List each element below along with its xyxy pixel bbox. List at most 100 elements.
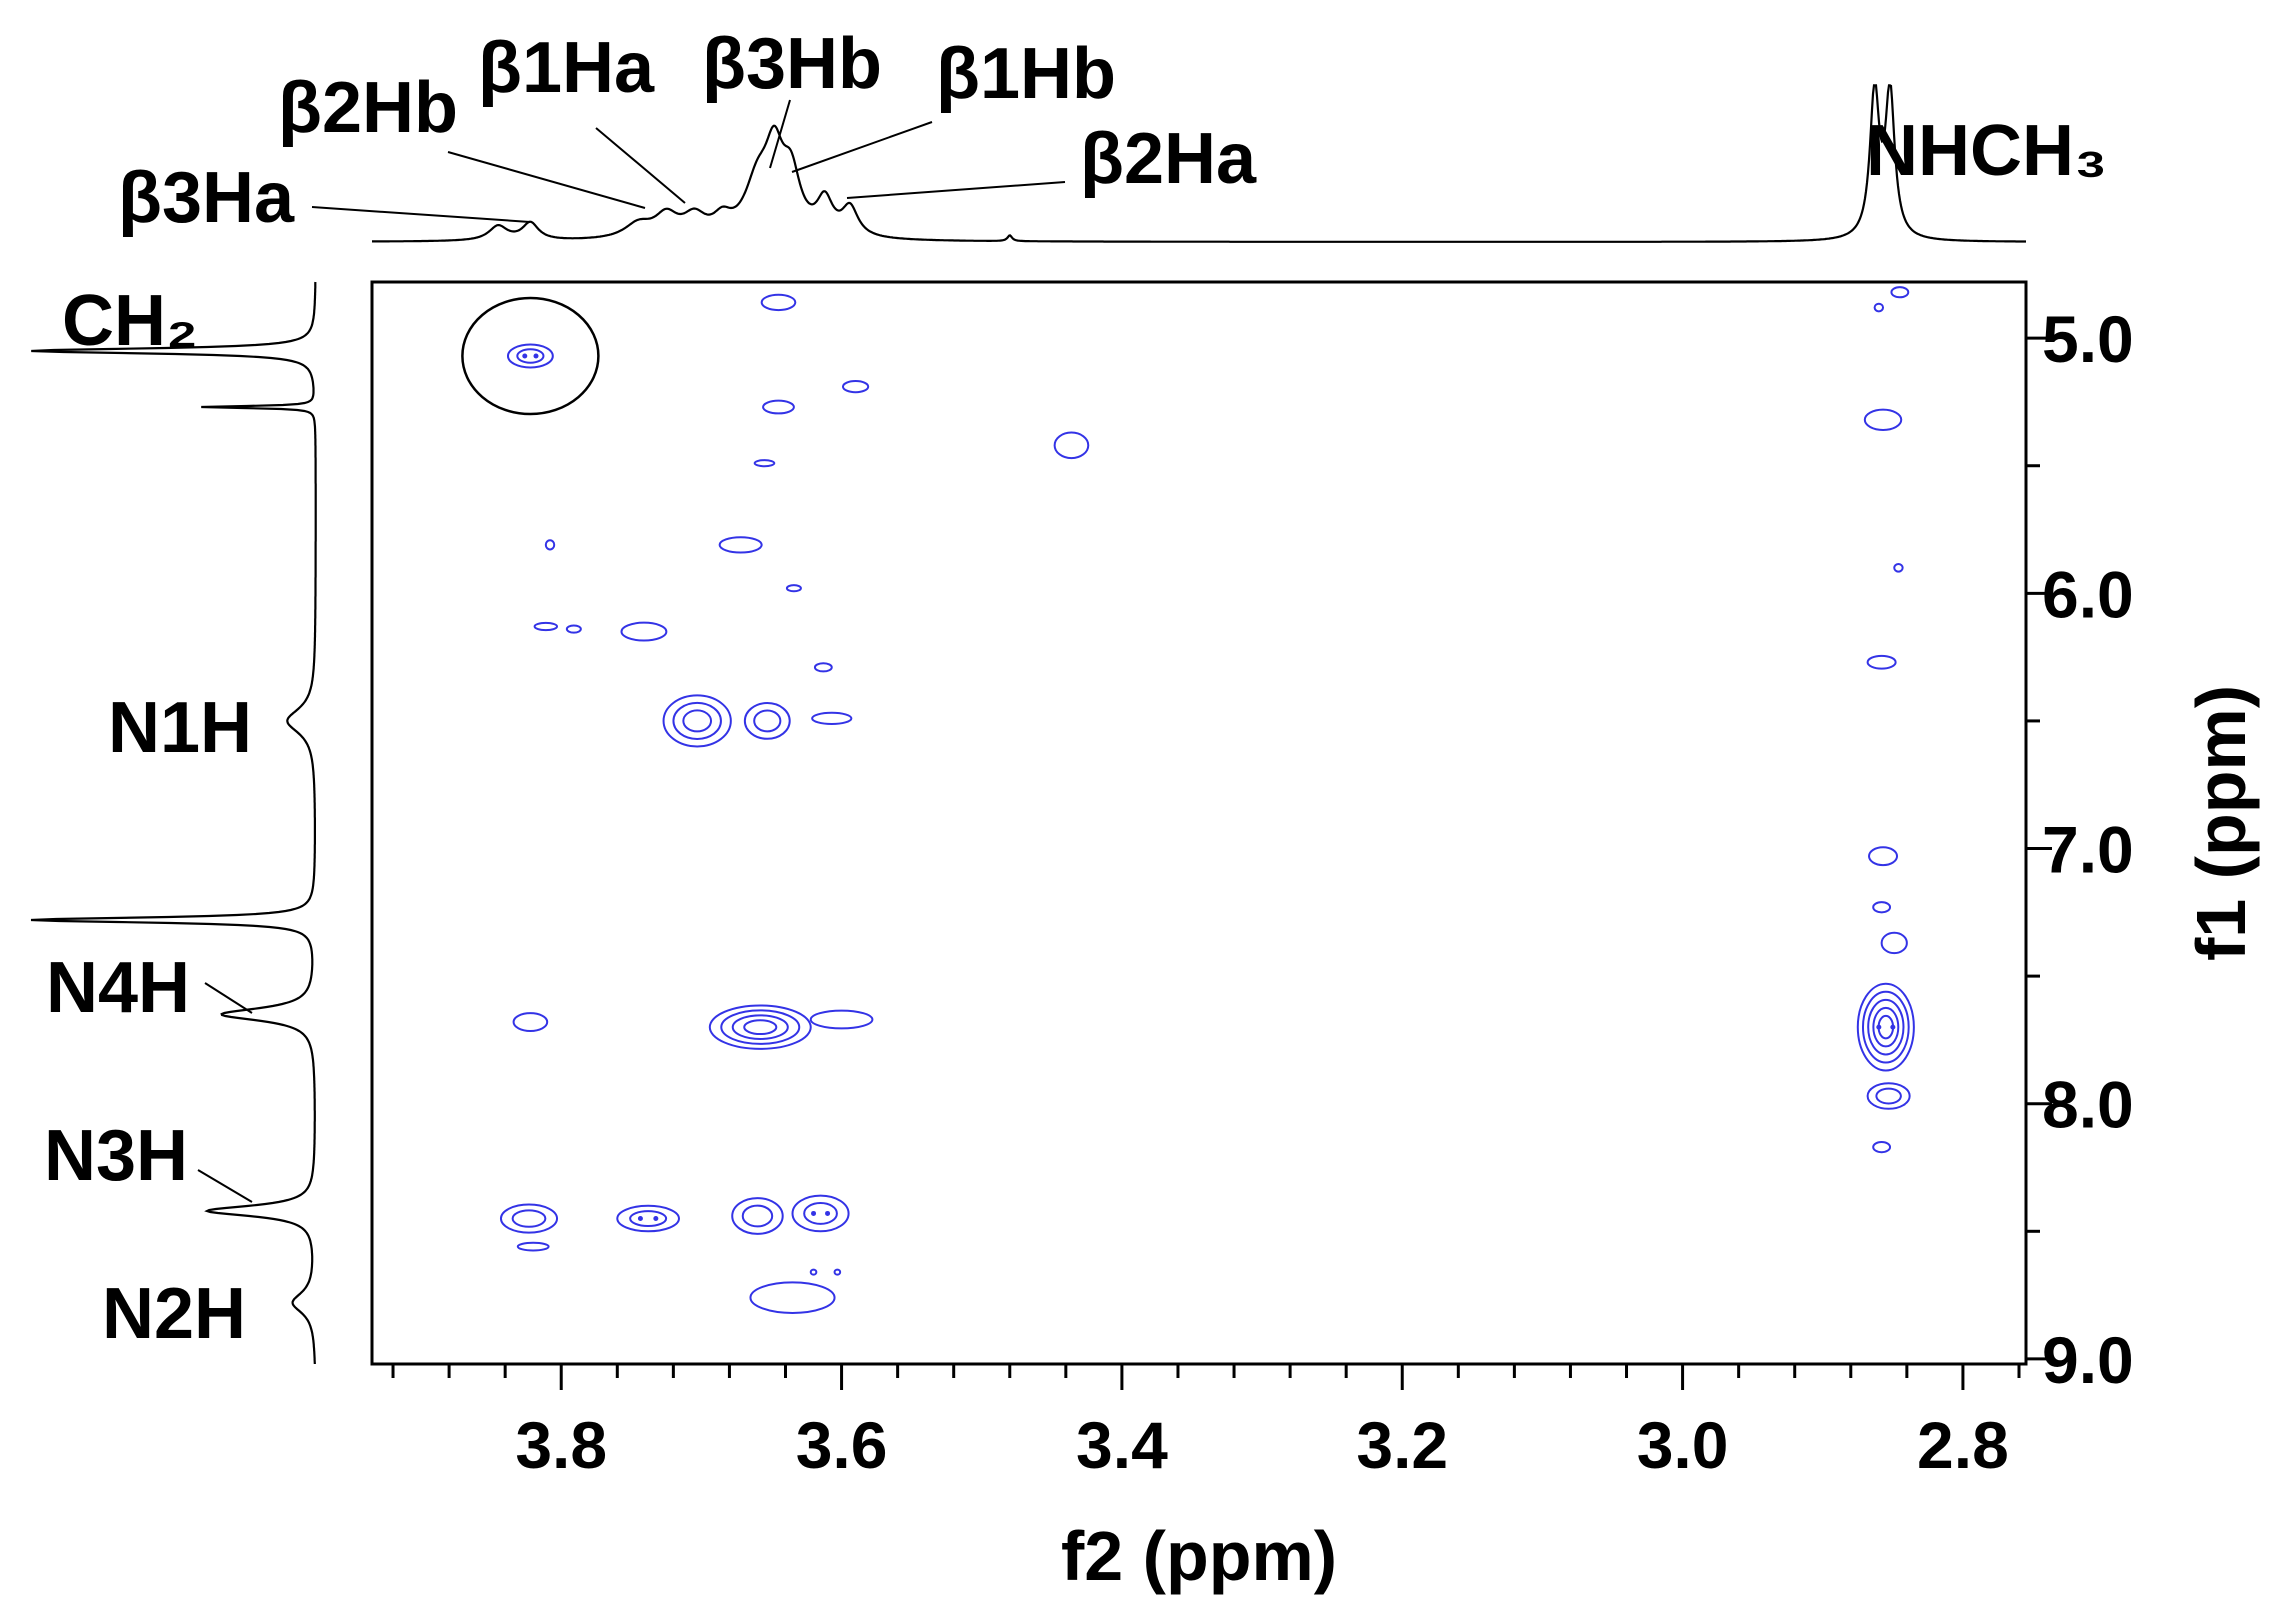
top-peak-label: β2Hb (278, 68, 458, 148)
plot-frame (370, 280, 2028, 1366)
left-peak-label: N3H (44, 1116, 188, 1196)
cross-peak (1863, 408, 1903, 432)
contour-level (841, 380, 870, 394)
x-tick-label: 3.6 (796, 1408, 888, 1482)
left-peak-label: N1H (108, 688, 252, 768)
cross-peak (512, 1012, 549, 1032)
cross-peak (749, 1281, 836, 1314)
top-peak-label: NHCH₃ (1866, 111, 2107, 191)
contour-level (516, 348, 545, 364)
cross-peak (791, 1194, 850, 1233)
plot-area (370, 280, 2028, 1366)
contour-level (743, 1019, 778, 1036)
y-tick-label: 7.0 (2042, 813, 2134, 887)
left-projection: CH₂ N1H N4H N3H N2H (30, 281, 317, 1364)
contour-dot (811, 1210, 817, 1216)
contour-dot (1890, 1024, 1896, 1030)
left-peak-labels: CH₂ N1H N4H N3H N2H (44, 281, 253, 1354)
contour-level (809, 1268, 818, 1276)
cross-peak (616, 1204, 680, 1233)
cross-peak (1873, 302, 1885, 313)
contour-level (544, 539, 556, 551)
cross-peak (499, 1203, 559, 1234)
x-tick-label: 2.8 (1917, 1408, 2009, 1482)
cross-peak (743, 702, 791, 740)
contour-level (803, 1202, 838, 1225)
top-spectrum-trace (372, 84, 2026, 243)
cross-peak (1880, 931, 1908, 955)
cross-peak (809, 1268, 818, 1276)
contour-peaks (499, 286, 1915, 1314)
contour-level (785, 584, 802, 593)
contour-level (813, 662, 833, 673)
contour-level (1880, 931, 1908, 955)
contour-level (1867, 998, 1905, 1056)
contour-level (743, 702, 791, 740)
top-peak-label: β3Hb (702, 24, 882, 104)
contour-level (708, 1004, 812, 1050)
contour-level (672, 701, 722, 740)
cross-peak (708, 1004, 812, 1050)
left-peak-label: N2H (102, 1274, 246, 1354)
y-axis-label: f1 (ppm) (2182, 685, 2260, 961)
contour-level (760, 293, 797, 312)
contour-level (749, 1281, 836, 1314)
contour-level (1866, 1082, 1911, 1110)
contour-level (499, 1203, 559, 1234)
contour-level (1872, 1140, 1892, 1154)
cross-peak (506, 343, 554, 369)
contour-level (762, 399, 795, 415)
contour-level (511, 1209, 547, 1228)
contour-level (620, 621, 668, 642)
cross-peak (620, 621, 668, 642)
cross-peak (760, 293, 797, 312)
y-tick-label: 6.0 (2042, 557, 2134, 631)
contour-level (662, 694, 732, 748)
label-leader-line (846, 181, 1066, 199)
label-leader-line (769, 99, 791, 169)
y-tick-label: 9.0 (2042, 1323, 2134, 1397)
contour-level (1866, 654, 1897, 670)
contour-level (753, 459, 776, 468)
cross-peak (1872, 901, 1892, 914)
contour-level (791, 1194, 850, 1233)
cross-peak (731, 1197, 784, 1235)
contour-level (506, 343, 554, 369)
contour-dot (825, 1210, 831, 1216)
cross-peak (544, 539, 556, 551)
left-peak-label: CH₂ (62, 281, 198, 361)
contour-level (741, 1204, 774, 1228)
x-tick-label: 3.2 (1356, 1408, 1448, 1482)
contour-level (1893, 562, 1904, 573)
cross-peak (813, 662, 833, 673)
cross-peak (841, 380, 870, 394)
contour-level (1053, 431, 1090, 460)
cross-peak (516, 1241, 550, 1252)
contour-level (720, 1009, 801, 1045)
label-leader-line (204, 982, 253, 1014)
circled-peak-marker (461, 296, 600, 416)
contour-level (682, 709, 713, 733)
contour-level (1872, 1006, 1900, 1048)
contour-level (811, 711, 853, 725)
contour-level (1868, 846, 1899, 867)
contour-level (731, 1014, 789, 1040)
cross-peak (533, 621, 559, 632)
contour-level (516, 1241, 550, 1252)
contour-level (1861, 990, 1910, 1064)
contour-level (1856, 982, 1915, 1072)
top-peak-label: β2Ha (1080, 119, 1257, 199)
contour-level (629, 1210, 668, 1227)
label-leader-line (595, 127, 686, 204)
contour-level (512, 1012, 549, 1032)
cross-peak (718, 536, 763, 554)
cross-peak (1868, 846, 1899, 867)
x-tick-label: 3.0 (1637, 1408, 1729, 1482)
cross-peak (1053, 431, 1090, 460)
contour-level (809, 1009, 874, 1030)
left-peak-label: N4H (46, 948, 190, 1028)
cross-peak (1866, 654, 1897, 670)
